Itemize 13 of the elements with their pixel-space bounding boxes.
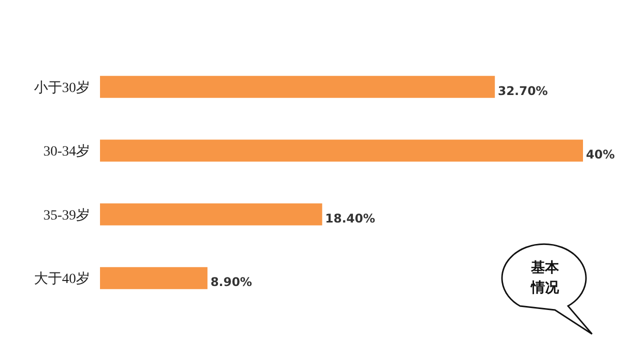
bar xyxy=(100,267,208,290)
y-tick-label: 小于30岁 xyxy=(34,80,90,96)
annotation: 基本情况 xyxy=(530,260,560,296)
bar xyxy=(100,140,583,162)
bar xyxy=(100,76,495,98)
data-label: 8.90% xyxy=(210,275,252,290)
data-label: 32.70% xyxy=(498,84,548,98)
data-label: 18.40% xyxy=(325,211,376,226)
data-label: 40% xyxy=(586,148,615,162)
y-tick-label: 大于40岁 xyxy=(34,271,90,288)
y-tick-label: 30-34岁 xyxy=(43,144,90,160)
bar xyxy=(100,203,322,226)
y-tick-label: 35-39岁 xyxy=(43,207,90,224)
